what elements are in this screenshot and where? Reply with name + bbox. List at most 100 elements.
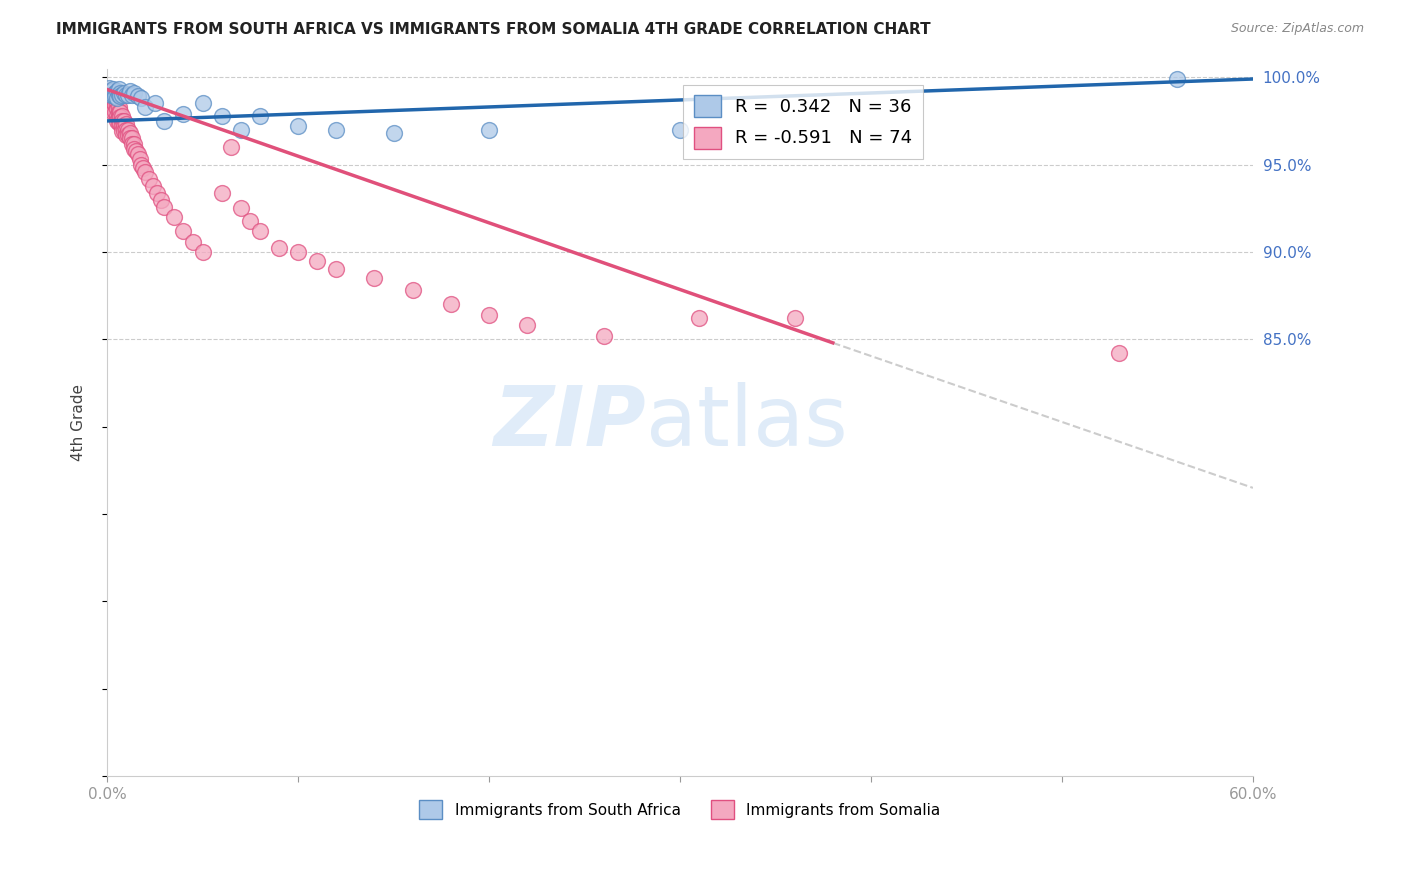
Point — [110, 89, 132, 103]
Point — [191, 244, 214, 259]
Point — [145, 186, 167, 200]
Point — [104, 98, 127, 112]
Point — [128, 153, 150, 167]
Point — [211, 186, 233, 200]
Point — [307, 253, 329, 268]
Point — [122, 142, 145, 156]
Point — [181, 235, 204, 249]
Point — [121, 136, 143, 151]
Text: IMMIGRANTS FROM SOUTH AFRICA VS IMMIGRANTS FROM SOMALIA 4TH GRADE CORRELATION CH: IMMIGRANTS FROM SOUTH AFRICA VS IMMIGRAN… — [56, 22, 931, 37]
Point — [783, 311, 806, 326]
Point — [115, 122, 138, 136]
Point — [107, 111, 129, 125]
Point — [229, 122, 252, 136]
Point — [101, 105, 124, 120]
Point — [249, 224, 271, 238]
Point — [111, 114, 134, 128]
Point — [132, 161, 155, 175]
Text: ZIP: ZIP — [494, 382, 645, 463]
Y-axis label: 4th Grade: 4th Grade — [72, 384, 86, 461]
Point — [127, 89, 149, 103]
Point — [1166, 72, 1188, 87]
Point — [382, 126, 405, 140]
Point — [219, 140, 242, 154]
Point — [143, 96, 166, 111]
Point — [122, 86, 145, 100]
Point — [105, 96, 128, 111]
Point — [153, 200, 176, 214]
Point — [100, 87, 122, 102]
Point — [138, 171, 160, 186]
Point — [104, 93, 127, 107]
Point — [111, 109, 134, 123]
Point — [172, 107, 194, 121]
Point — [688, 311, 710, 326]
Point — [111, 87, 134, 102]
Point — [107, 82, 129, 96]
Text: atlas: atlas — [645, 382, 848, 463]
Point — [104, 89, 127, 103]
Point — [401, 284, 423, 298]
Point — [112, 119, 135, 133]
Point — [107, 105, 129, 120]
Point — [229, 202, 252, 216]
Point — [478, 122, 501, 136]
Point — [111, 119, 134, 133]
Point — [121, 131, 143, 145]
Point — [121, 87, 143, 102]
Point — [101, 82, 124, 96]
Point — [478, 308, 501, 322]
Point — [107, 116, 129, 130]
Point — [98, 80, 121, 95]
Point — [115, 117, 138, 131]
Point — [107, 100, 129, 114]
Point — [191, 96, 214, 111]
Point — [249, 109, 271, 123]
Point — [117, 122, 139, 136]
Point — [163, 210, 186, 224]
Point — [105, 114, 128, 128]
Point — [111, 124, 134, 138]
Point — [592, 329, 614, 343]
Point — [127, 147, 149, 161]
Point — [142, 178, 165, 193]
Point — [669, 122, 692, 136]
Point — [125, 144, 148, 158]
Point — [101, 87, 124, 102]
Point — [100, 98, 122, 112]
Point — [112, 86, 135, 100]
Point — [105, 91, 128, 105]
Point — [105, 102, 128, 116]
Point — [287, 119, 309, 133]
Point — [131, 158, 153, 172]
Point — [107, 87, 129, 102]
Point — [172, 224, 194, 238]
Point — [101, 96, 124, 111]
Point — [122, 136, 145, 151]
Point — [325, 122, 347, 136]
Point — [100, 95, 122, 109]
Point — [118, 126, 141, 140]
Point — [101, 91, 124, 105]
Point — [100, 89, 122, 103]
Point — [98, 84, 121, 98]
Point — [98, 95, 121, 109]
Point — [101, 102, 124, 116]
Point — [516, 318, 538, 333]
Point — [110, 86, 132, 100]
Point — [440, 297, 463, 311]
Point — [117, 128, 139, 142]
Point — [105, 109, 128, 123]
Point — [134, 164, 156, 178]
Point — [239, 213, 262, 227]
Point — [100, 84, 122, 98]
Point — [110, 105, 132, 120]
Point — [104, 86, 127, 100]
Point — [211, 109, 233, 123]
Point — [118, 84, 141, 98]
Point — [112, 124, 135, 138]
Point — [153, 114, 176, 128]
Point — [105, 84, 128, 98]
Point — [118, 131, 141, 145]
Point — [149, 193, 172, 207]
